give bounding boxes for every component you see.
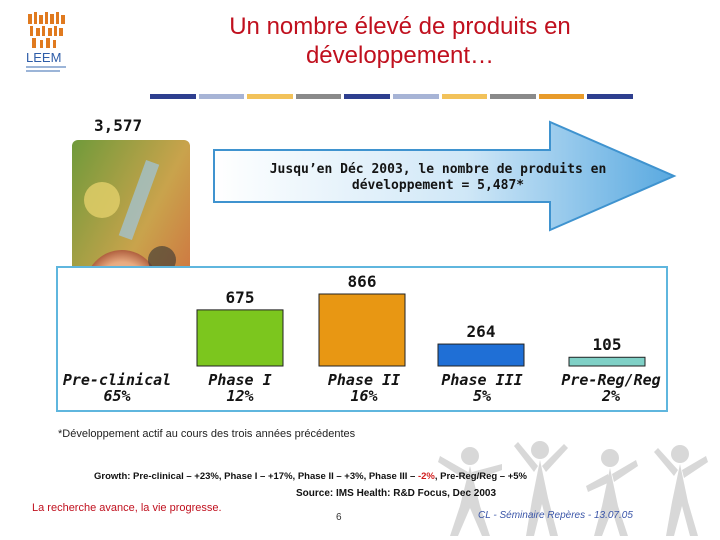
stripe-segment [295, 94, 342, 99]
page-number: 6 [336, 512, 342, 523]
leem-logo: LEEM [22, 10, 82, 80]
bar-phase-ii [318, 293, 406, 367]
footer-text: CL - Séminaire Repères - 13.07.05 [478, 510, 633, 521]
stripe-segment [198, 94, 245, 99]
stripe-segment [587, 94, 633, 99]
stripe-segment [393, 94, 439, 99]
tagline: La recherche avance, la vie progresse. [32, 502, 222, 514]
growth-text-end: , Pre-Reg/Reg – +5% [434, 471, 527, 482]
stripe-segment [247, 94, 293, 99]
footnote: *Développement actif au cours des trois … [58, 428, 356, 440]
stripe-segment [490, 94, 536, 99]
total-arrow [213, 120, 677, 232]
arrow-text: Jusqu’en Déc 2003, le nombre de produits… [258, 162, 618, 194]
source-note: Source: IMS Health: R&D Focus, Dec 2003 [296, 488, 497, 499]
bar-pre-reg-reg [568, 356, 646, 367]
growth-text: Growth: Pre-clinical – +23%, Phase I – +… [94, 471, 418, 482]
slide-title: Un nombre élevé de produits en développe… [229, 13, 571, 69]
arrow-text-line-1: Jusqu’en Déc 2003, le nombre de produits… [269, 162, 607, 177]
bar-phase-i [196, 309, 284, 367]
preclinical-value-label: 3,577 [94, 116, 143, 135]
bar-phase-iii [437, 343, 525, 367]
stripe-segment [344, 94, 390, 99]
logo-text: LEEM [26, 50, 61, 65]
stripe-segment [441, 94, 488, 99]
stripe-segment [538, 94, 585, 99]
silhouettes-decoration [438, 441, 708, 536]
stripe-segment [150, 94, 196, 99]
growth-note: Growth: Pre-clinical – +23%, Phase I – +… [94, 471, 527, 482]
title-stripe [150, 94, 636, 99]
arrow-text-line-2: développement = 5,487* [351, 178, 525, 193]
growth-negative: -2% [417, 471, 435, 482]
